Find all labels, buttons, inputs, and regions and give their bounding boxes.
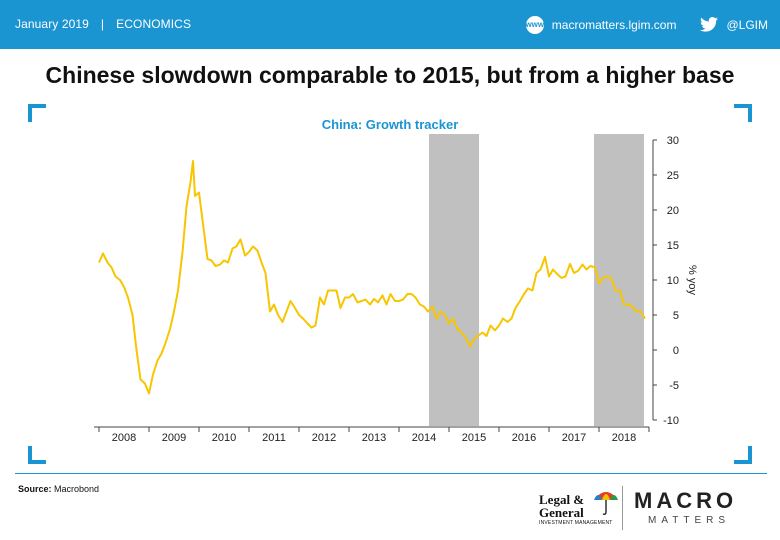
y-tick-label: 15 [667,240,679,252]
source-label: Source: [18,484,52,494]
mm-logo-macro: MACRO [634,488,738,513]
y-tick-label: 20 [667,205,679,217]
header-left: January 2019 | ECONOMICS [15,0,191,49]
headline: Chinese slowdown comparable to 2015, but… [45,62,735,88]
corner-bracket-bottom-right [734,446,752,464]
y-tick-label: -5 [669,380,679,392]
x-tick-label: 2009 [162,432,186,444]
y-axis-label: % yoy [686,265,698,295]
y-tick-label: 25 [667,170,679,182]
shaded-period-1 [429,134,479,426]
x-tick-label: 2011 [262,432,286,444]
x-tick-label: 2010 [212,432,236,444]
macro-matters-logo: MACRO MATTERS [632,484,752,530]
header-section: ECONOMICS [116,17,192,31]
series-line-1 [98,160,646,395]
y-tick-label: 10 [667,275,679,287]
x-tick-label: 2016 [512,432,536,444]
x-tick-label: 2015 [462,432,486,444]
source-note: Source: Macrobond [18,484,99,494]
header-right: www macromatters.lgim.com @LGIM [525,0,768,49]
growth-tracker-chart: -10 -5 0 5 10 15 20 25 30 % yoy 2008 2009 2010 2011 20… [94,134,698,444]
x-tick-label: 2017 [562,432,586,444]
lg-logo-line1: Legal & [539,492,585,507]
corner-bracket-top-right [734,104,752,122]
x-tick-label: 2014 [412,432,436,444]
y-tick-label: 30 [667,135,679,147]
x-tick-label: 2013 [362,432,386,444]
y-tick-label: 5 [673,310,679,322]
twitter-icon [700,17,719,32]
website-link[interactable]: macromatters.lgim.com [551,17,677,32]
footer-divider [15,473,767,474]
lg-logo-line3: INVESTMENT MANAGEMENT [539,520,613,526]
chart-title: China: Growth tracker [321,117,459,132]
y-tick-label: -10 [663,415,679,427]
logo-separator [622,486,623,530]
header-date: January 2019 [15,17,89,31]
umbrella-icon [594,492,618,515]
mm-logo-matters: MATTERS [648,515,731,526]
twitter-handle[interactable]: @LGIM [726,17,768,32]
header-bar: January 2019 | ECONOMICS www macromatters.… [0,0,780,49]
lg-logo-line2: General [539,505,584,520]
x-tick-label: 2012 [312,432,336,444]
corner-bracket-bottom-left [28,446,46,464]
header-separator: | [100,17,105,31]
x-tick-label: 2008 [112,432,136,444]
corner-bracket-top-left [28,104,46,122]
www-icon: www [525,15,544,34]
x-tick-label: 2018 [612,432,636,444]
legal-general-logo: Legal & General INVESTMENT MANAGEMENT [535,484,621,530]
source-text: Macrobond [54,484,100,494]
y-tick-label: 0 [673,345,679,357]
